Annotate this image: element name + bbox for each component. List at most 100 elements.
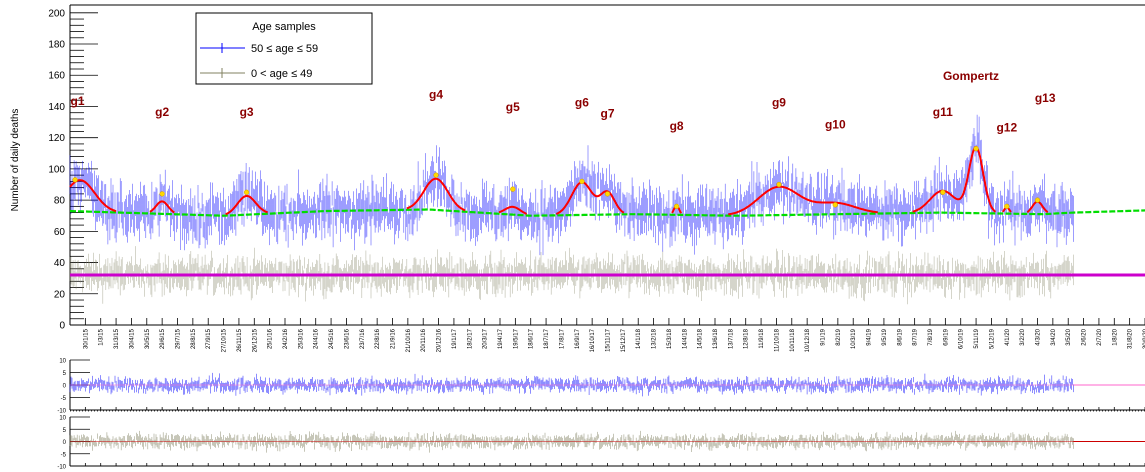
peak-marker [243,189,250,195]
legend-label-0-49: 0 < age ≤ 49 [251,68,312,80]
x-tick-label: 25/3/16 [298,328,304,349]
res-points [69,372,1074,397]
x-tick-label: 29/6/15 [160,328,166,349]
peak-label-g9: g9 [772,95,786,109]
x-tick-label: 17/8/17 [559,328,565,349]
peak-label-g7: g7 [600,106,614,120]
x-tick-label: 22/8/16 [375,328,381,349]
y-axis-label: Number of daily deaths [10,109,21,212]
y-tick-label: 60 [54,227,66,238]
residual-panel-upper: -10 -5 0 5 10 [57,359,1145,415]
peak-label-g3: g3 [240,105,254,119]
y-tick-label: 160 [48,71,65,82]
x-tick-label: 18/2/17 [467,328,473,349]
x-tick-label: 19/5/17 [513,328,519,349]
x-tick-label: 27/9/15 [206,328,212,349]
peak-marker [159,191,165,197]
x-tick-label: 1/3/15 [99,328,105,345]
x-tick-label: 15/3/18 [667,328,673,349]
x-tick-label: 30/5/15 [145,328,151,349]
peak-marker [72,177,78,183]
x-tick-label: 9/1/19 [821,328,827,345]
peak-label-gompertz: Gompertz [943,69,999,83]
res-y-tick-label: -5 [61,396,67,402]
y-tick-label: 180 [48,40,65,51]
x-tick-label: 14/1/18 [636,328,642,349]
x-tick-label: 9/5/19 [882,328,888,345]
peak-label-g1: g1 [71,94,85,108]
x-tick-label: 14/5/18 [698,328,704,349]
x-tick-label: 6/10/19 [959,328,965,349]
x-tick-label: 2/6/20 [1082,328,1088,345]
x-tick-label: 3/2/20 [1020,328,1026,345]
res-points [69,430,1074,453]
x-tick-label: 21/10/16 [406,328,412,352]
x-tick-label: 15/11/17 [606,328,612,352]
x-tick-label: 18/6/17 [529,328,535,349]
peak-marker [776,181,782,188]
x-tick-label: 12/8/18 [744,328,750,349]
peak-marker [1004,203,1010,210]
x-tick-label: 3/4/20 [1051,328,1057,345]
x-tick-label: 13/6/18 [713,328,719,349]
peak-marker [510,186,516,192]
x-tick-label: 20/12/16 [437,328,443,352]
x-tick-label: 30/4/15 [129,328,135,349]
peak-marker [604,191,611,197]
y-tick-label: 120 [48,133,65,144]
peak-label-g6: g6 [575,95,589,109]
x-tick-label: 26/12/15 [252,328,258,352]
res-y-tick-label: -10 [57,465,66,471]
x-tick-label: 30/9/20 [1143,328,1145,349]
y-tick-label: 80 [54,196,66,207]
x-tick-label: 15/12/17 [621,328,627,352]
x-tick-label: 5/12/19 [989,328,995,349]
series-50-59-errorbars [69,114,1074,256]
x-tick-label: 13/2/18 [652,328,658,349]
res-y-tick-label: 5 [63,428,67,434]
peak-marker [579,178,585,185]
y-tick-label: 200 [48,8,65,19]
res-y-tick-label: -10 [57,409,66,415]
y-tick-label: 140 [48,102,65,113]
x-tick-label: 28/8/15 [191,328,197,349]
x-tick-label: 23/7/16 [360,328,366,349]
x-tick-label: 25/1/16 [268,328,274,349]
x-tick-label: 13/7/18 [728,328,734,349]
y-tick-label: 40 [54,258,66,269]
x-tick-label: 18/7/17 [544,328,550,349]
x-tick-label: 7/8/19 [928,328,934,345]
peak-label-g2: g2 [155,105,169,119]
x-tick-label: 14/4/18 [682,328,688,349]
res-y-tick-label: 0 [63,384,67,390]
x-tick-label: 8/2/19 [836,328,842,345]
res-y-tick-label: 10 [59,359,66,365]
x-tick-label: 24/5/16 [329,328,335,349]
x-tick-label: 2/7/20 [1097,328,1103,345]
legend-title: Age samples [252,21,316,33]
peak-label-g12: g12 [996,120,1017,134]
x-tick-label: 11/10/18 [774,328,780,352]
legend-label-50-59: 50 ≤ age ≤ 59 [251,43,318,55]
peak-marker [433,172,439,178]
legend: Age samples 50 ≤ age ≤ 59 0 < age ≤ 49 [195,12,373,85]
peak-label-g4: g4 [429,88,443,102]
peak-marker [973,145,979,152]
x-tick-label: 10/11/18 [790,328,796,352]
res-y-tick-label: 10 [59,416,66,422]
peak-label-g5: g5 [506,100,520,114]
res-y-tick-label: 0 [63,440,67,446]
x-tick-label: 20/3/17 [483,328,489,349]
x-tick-label: 31/8/20 [1128,328,1134,349]
peak-marker [832,202,838,208]
y-tick-label: 100 [48,164,65,175]
main-panel: 0 20 40 60 80 100 120 140 160 180 200 30/1/15 1/3/15… [48,4,1145,352]
x-tick-label: 19/1/17 [452,328,458,349]
x-tick-label: 4/3/20 [1036,328,1042,345]
x-tick-label: 11/9/18 [759,328,765,348]
x-tick-label: 19/4/17 [498,328,504,349]
x-tick-label: 1/8/20 [1112,328,1118,345]
x-tick-label: 4/1/20 [1005,328,1011,345]
x-tick-label: 3/5/20 [1066,328,1072,345]
x-tick-label: 10/12/18 [805,328,811,352]
